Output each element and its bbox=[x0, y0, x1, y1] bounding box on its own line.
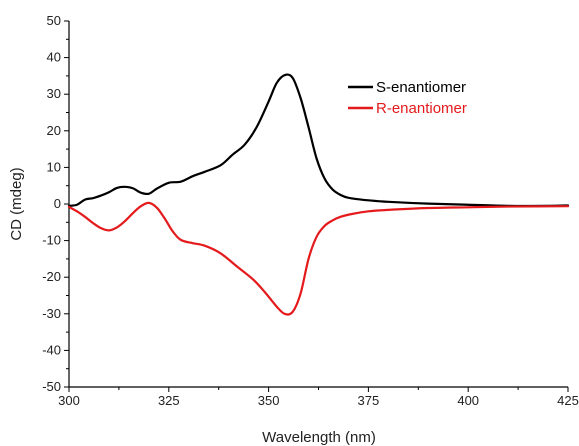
y-tick-label: 40 bbox=[47, 50, 61, 65]
legend-label-r-enantiomer: R-enantiomer bbox=[376, 100, 467, 117]
legend: S-enantiomer R-enantiomer bbox=[348, 79, 467, 117]
y-tick-label: -10 bbox=[42, 233, 61, 248]
series-line-r-enantiomer bbox=[67, 201, 570, 316]
y-tick-label: -30 bbox=[42, 306, 61, 321]
x-tick-label: 300 bbox=[58, 393, 80, 408]
axis-ticks: -50 -40 -30 -20 -10 0 10 20 30 40 50 300 325 350 375 40… bbox=[42, 13, 579, 408]
series-line-s-enantiomer bbox=[67, 73, 570, 208]
x-axis-title: Wavelength (nm) bbox=[262, 429, 376, 446]
x-tick-label: 425 bbox=[557, 393, 579, 408]
x-tick-label: 400 bbox=[457, 393, 479, 408]
x-tick-label: 350 bbox=[258, 393, 280, 408]
y-axis-title: CD (mdeg) bbox=[8, 167, 25, 240]
y-tick-label: 0 bbox=[54, 196, 61, 211]
legend-label-s-enantiomer: S-enantiomer bbox=[376, 79, 466, 96]
y-tick-label: 20 bbox=[47, 123, 61, 138]
y-tick-label: 30 bbox=[47, 86, 61, 101]
y-tick-label: 50 bbox=[47, 13, 61, 28]
y-tick-label: -50 bbox=[42, 379, 61, 394]
series-layer bbox=[67, 73, 570, 316]
y-tick-label: -20 bbox=[42, 269, 61, 284]
y-tick-label: -40 bbox=[42, 342, 61, 357]
x-tick-label: 325 bbox=[158, 393, 180, 408]
y-tick-label: 10 bbox=[47, 159, 61, 174]
x-tick-label: 375 bbox=[358, 393, 380, 408]
